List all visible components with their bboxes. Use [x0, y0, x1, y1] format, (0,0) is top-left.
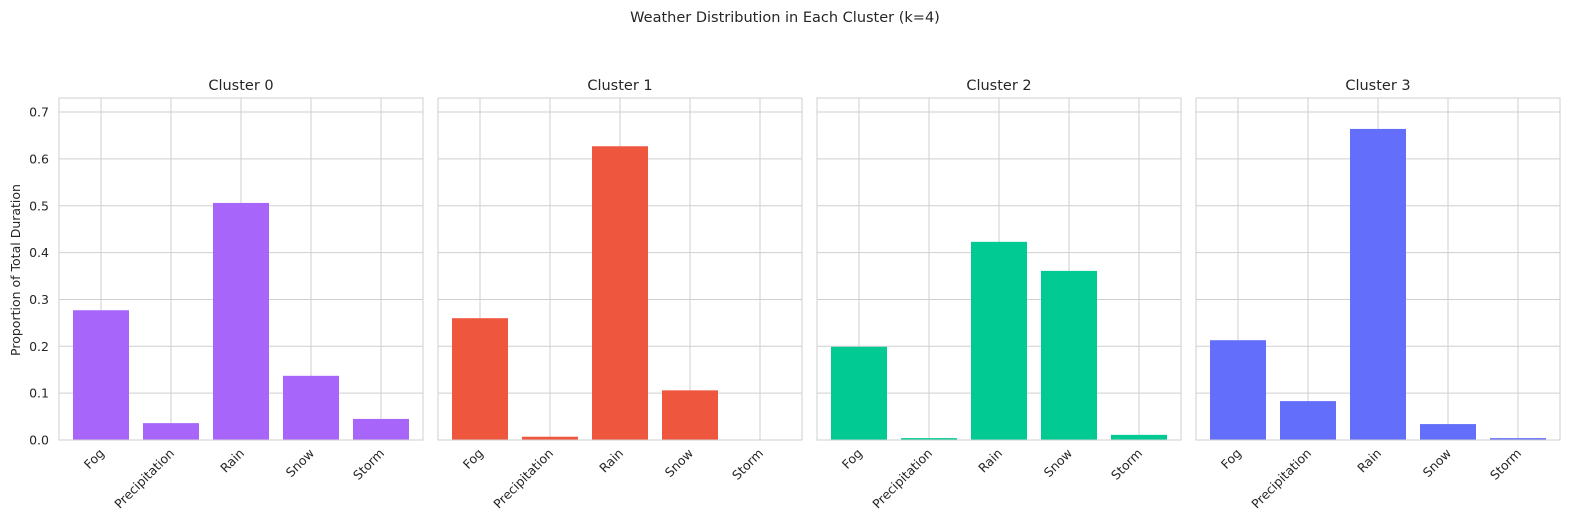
x-tick-label: Snow: [1420, 446, 1454, 480]
x-tick-label: Storm: [1108, 446, 1145, 483]
x-tick-label: Snow: [662, 446, 696, 480]
x-tick-label: Storm: [350, 446, 387, 483]
y-tick-label: 0.2: [29, 339, 49, 354]
panel-cluster-2: Cluster 2 Fog Precipitation Rain Snow Storm: [816, 78, 1182, 512]
y-axis-label: Proportion of Total Duration: [8, 184, 23, 356]
x-tick-label: Fog: [839, 446, 865, 472]
panel-cluster-3: Cluster 3 Fog Precipitation Rain Snow Storm: [1195, 78, 1561, 512]
x-tick-label: Snow: [1041, 446, 1075, 480]
panel-title: Cluster 1: [587, 78, 652, 94]
bar-rain: [213, 202, 269, 440]
x-tick-label: Snow: [283, 446, 317, 480]
bar-storm: [353, 418, 409, 440]
x-tick-label: Rain: [1354, 446, 1384, 476]
x-tick-label: Precipitation: [111, 446, 177, 512]
bar-storm: [1490, 438, 1546, 440]
x-tick-label: Fog: [81, 446, 107, 472]
bar-fog: [1210, 340, 1266, 440]
y-tick-label: 0.1: [29, 386, 49, 401]
bar-precipitation: [901, 438, 957, 440]
bar-fog: [73, 310, 129, 440]
x-tick-label: Fog: [460, 446, 486, 472]
axes-frame: [58, 97, 424, 441]
panel-cluster-1: Cluster 1 Fog Precipitation Rain Snow Storm: [437, 78, 803, 512]
y-tick-label: 0.6: [29, 151, 49, 166]
panel-cluster-0: Cluster 0 0.0 0.1 0.2 0.3 0.4 0.5 0.6 0.7 Fog Prec…: [29, 78, 424, 512]
x-tick-label: Precipitation: [1248, 446, 1314, 512]
y-tick-label: 0.5: [29, 198, 49, 213]
x-tick-label: Storm: [1487, 446, 1524, 483]
axes-frame: [816, 97, 1182, 441]
axes-frame: [1195, 97, 1561, 441]
x-tick-label: Rain: [596, 446, 626, 476]
x-tick-label: Precipitation: [490, 446, 556, 512]
x-tick-label: Precipitation: [869, 446, 935, 512]
y-tick-label: 0.4: [29, 245, 49, 260]
axes-frame: [437, 97, 803, 441]
bar-snow: [1420, 424, 1476, 440]
bar-snow: [283, 375, 339, 440]
figure-title: Weather Distribution in Each Cluster (k=…: [630, 10, 940, 26]
panel-title: Cluster 0: [208, 78, 273, 94]
y-tick-label: 0.0: [29, 433, 49, 448]
bar-precipitation: [1280, 401, 1336, 440]
x-tick-label: Rain: [975, 446, 1005, 476]
panel-title: Cluster 3: [1345, 78, 1410, 94]
x-tick-label: Fog: [1218, 446, 1244, 472]
y-tick-label: 0.7: [29, 105, 49, 120]
bar-rain: [1350, 128, 1406, 441]
x-tick-label: Storm: [729, 446, 766, 483]
bar-rain: [971, 241, 1027, 440]
bar-precipitation: [522, 436, 578, 440]
bar-snow: [662, 390, 718, 440]
bar-rain: [592, 146, 648, 440]
panel-title: Cluster 2: [966, 78, 1031, 94]
bar-snow: [1041, 270, 1097, 440]
bar-fog: [452, 318, 508, 440]
x-tick-label: Rain: [217, 446, 247, 476]
bar-storm: [1111, 434, 1167, 440]
bar-precipitation: [143, 423, 199, 440]
y-tick-label: 0.3: [29, 292, 49, 307]
bar-fog: [831, 346, 887, 440]
